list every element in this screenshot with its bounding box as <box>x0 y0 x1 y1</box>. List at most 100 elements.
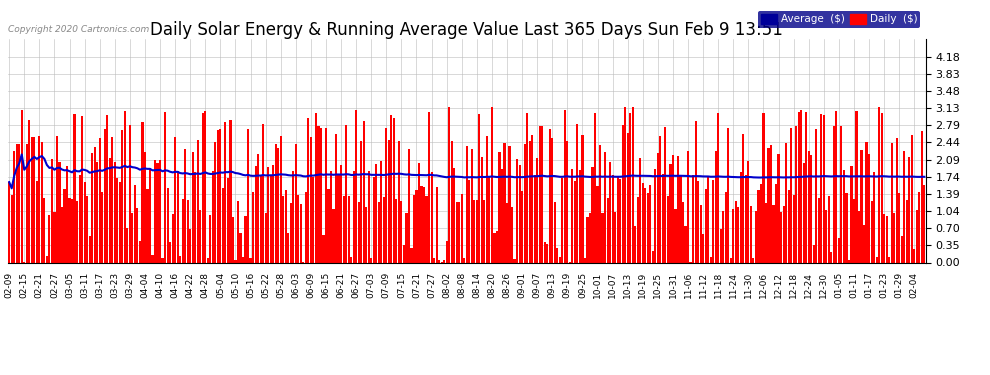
Bar <box>310 137 312 262</box>
Bar <box>651 251 654 262</box>
Bar <box>398 141 400 262</box>
Bar <box>702 234 704 262</box>
Bar <box>36 181 38 262</box>
Bar <box>333 209 335 262</box>
Bar <box>637 196 639 262</box>
Bar <box>911 135 913 262</box>
Bar <box>297 195 299 262</box>
Bar <box>151 255 153 262</box>
Bar <box>247 129 249 262</box>
Bar <box>481 156 483 262</box>
Bar <box>300 204 302 262</box>
Bar <box>901 236 903 262</box>
Bar <box>446 241 447 262</box>
Bar <box>96 162 98 262</box>
Bar <box>715 151 717 262</box>
Bar <box>531 135 534 262</box>
Bar <box>891 143 893 262</box>
Bar <box>8 182 10 262</box>
Bar <box>924 185 926 262</box>
Bar <box>94 147 96 262</box>
Bar <box>744 175 746 262</box>
Title: Daily Solar Energy & Running Average Value Last 365 Days Sun Feb 9 13:51: Daily Solar Energy & Running Average Val… <box>150 21 783 39</box>
Bar <box>519 165 521 262</box>
Bar <box>83 182 86 262</box>
Bar <box>257 154 259 262</box>
Bar <box>21 110 23 262</box>
Bar <box>312 177 315 262</box>
Bar <box>330 171 332 262</box>
Bar <box>782 206 785 262</box>
Bar <box>240 233 242 262</box>
Bar <box>259 175 261 262</box>
Bar <box>556 248 558 262</box>
Bar <box>717 113 720 262</box>
Bar <box>277 148 279 262</box>
Bar <box>264 213 266 262</box>
Bar <box>450 141 452 262</box>
Bar <box>602 213 604 262</box>
Bar <box>55 136 58 262</box>
Bar <box>860 150 862 262</box>
Bar <box>385 128 387 262</box>
Bar <box>831 252 833 262</box>
Bar <box>400 201 403 262</box>
Bar <box>529 141 531 262</box>
Bar <box>455 202 457 262</box>
Bar <box>431 172 433 262</box>
Bar <box>116 178 119 262</box>
Bar <box>249 258 251 262</box>
Bar <box>838 238 840 262</box>
Bar <box>58 162 60 262</box>
Bar <box>292 171 294 262</box>
Bar <box>810 155 813 262</box>
Bar <box>448 106 450 262</box>
Bar <box>865 142 867 262</box>
Bar <box>644 188 646 262</box>
Bar <box>888 257 890 262</box>
Bar <box>428 112 430 262</box>
Bar <box>343 196 345 262</box>
Bar <box>124 111 126 262</box>
Bar <box>836 111 838 262</box>
Bar <box>242 257 245 262</box>
Bar <box>34 137 36 262</box>
Bar <box>749 206 752 262</box>
Bar <box>483 200 485 262</box>
Bar <box>144 153 146 262</box>
Bar <box>586 217 588 262</box>
Bar <box>599 145 601 262</box>
Bar <box>473 201 475 262</box>
Bar <box>695 122 697 262</box>
Bar <box>76 201 78 262</box>
Bar <box>388 140 390 262</box>
Bar <box>347 196 349 262</box>
Bar <box>235 260 237 262</box>
Bar <box>617 176 619 262</box>
Bar <box>66 166 68 262</box>
Bar <box>496 231 498 262</box>
Bar <box>16 144 18 262</box>
Bar <box>563 110 566 262</box>
Bar <box>11 195 13 262</box>
Bar <box>285 190 287 262</box>
Bar <box>458 202 460 262</box>
Bar <box>919 192 921 262</box>
Bar <box>662 174 664 262</box>
Bar <box>212 171 214 262</box>
Bar <box>551 138 553 262</box>
Bar <box>365 207 367 262</box>
Bar <box>44 198 46 262</box>
Bar <box>88 236 91 262</box>
Bar <box>194 171 196 262</box>
Bar <box>622 125 624 262</box>
Bar <box>214 142 217 262</box>
Bar <box>805 112 807 262</box>
Bar <box>421 186 423 262</box>
Bar <box>534 175 536 262</box>
Bar <box>607 198 609 262</box>
Bar <box>730 258 732 262</box>
Bar <box>279 135 282 262</box>
Bar <box>524 144 526 262</box>
Bar <box>649 185 651 262</box>
